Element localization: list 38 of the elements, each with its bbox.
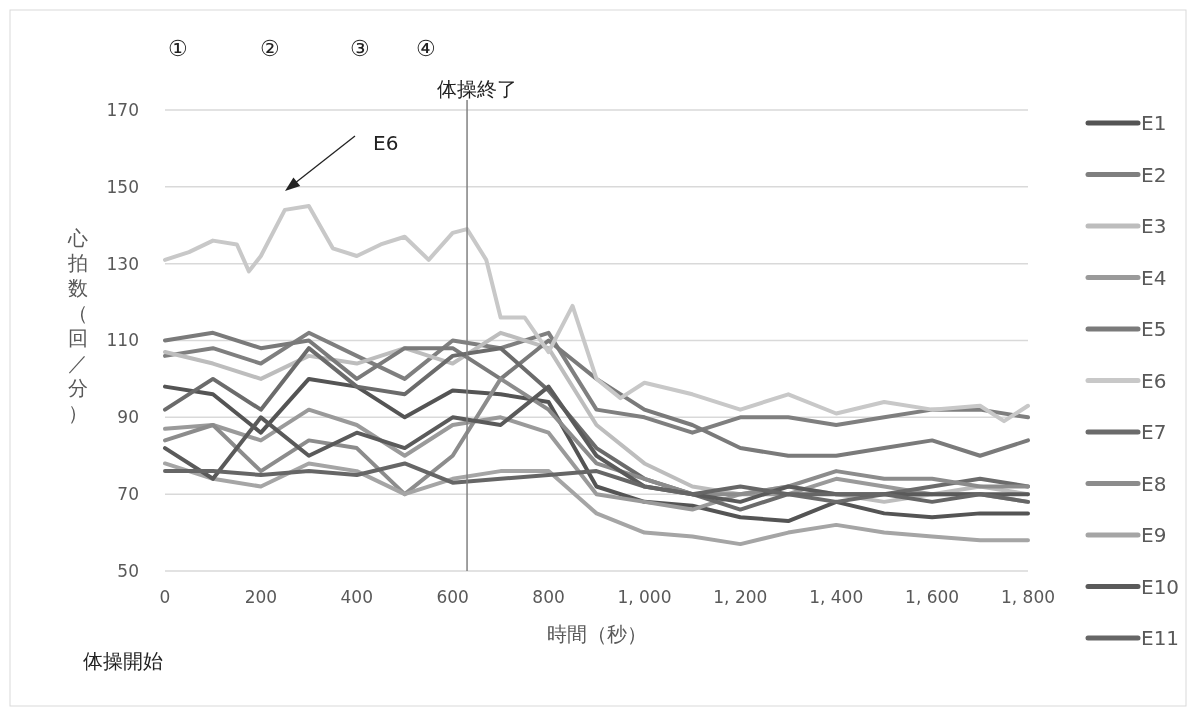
text: ②: [260, 36, 280, 61]
legend-label: E4: [1141, 265, 1167, 290]
x-tick-label: 0: [159, 587, 171, 607]
y-tick-label: 50: [117, 560, 139, 581]
ref-line-label: 体操終了: [437, 77, 518, 101]
y-axis-title: 心拍数（回／分）: [67, 226, 88, 425]
legend-label: E8: [1141, 471, 1167, 496]
legend-label: E10: [1141, 574, 1180, 599]
x-tick-label: 1, 600: [905, 587, 960, 607]
y-tick-label: 90: [117, 407, 139, 428]
legend-label: E1: [1141, 111, 1167, 135]
x-tick-label: 800: [532, 587, 565, 607]
line-series: [163, 461, 1030, 547]
legend-label: E3: [1141, 214, 1167, 238]
x-tick-label: 1, 400: [809, 587, 864, 607]
legend-label: E11: [1141, 626, 1180, 650]
text: ①: [168, 36, 188, 61]
text: ③: [350, 36, 370, 61]
x-tick-label: 200: [244, 587, 278, 607]
legend-label: E6: [1141, 368, 1167, 393]
text: ④: [416, 36, 436, 61]
x-tick-label: 1, 800: [1000, 587, 1056, 607]
x-tick-label: 1, 200: [713, 587, 768, 607]
x-tick-label: 1, 000: [617, 587, 672, 607]
annotation: E6: [373, 131, 399, 155]
y-tick-label: 150: [106, 176, 139, 197]
y-tick-label: 70: [117, 484, 139, 505]
legend-label: E5: [1141, 317, 1167, 341]
text: 体操開始: [83, 649, 163, 673]
x-tick-label: 600: [436, 587, 469, 607]
legend-label: E9: [1141, 523, 1167, 547]
y-tick-label: 110: [106, 330, 139, 351]
legend-label: E7: [1141, 420, 1167, 444]
legend-label: E2: [1141, 162, 1167, 187]
y-tick-label: 170: [106, 99, 139, 120]
y-tick-label: 130: [106, 253, 139, 274]
x-tick-label: 400: [340, 587, 373, 607]
x-axis-title: 時間（秒）: [546, 622, 647, 646]
